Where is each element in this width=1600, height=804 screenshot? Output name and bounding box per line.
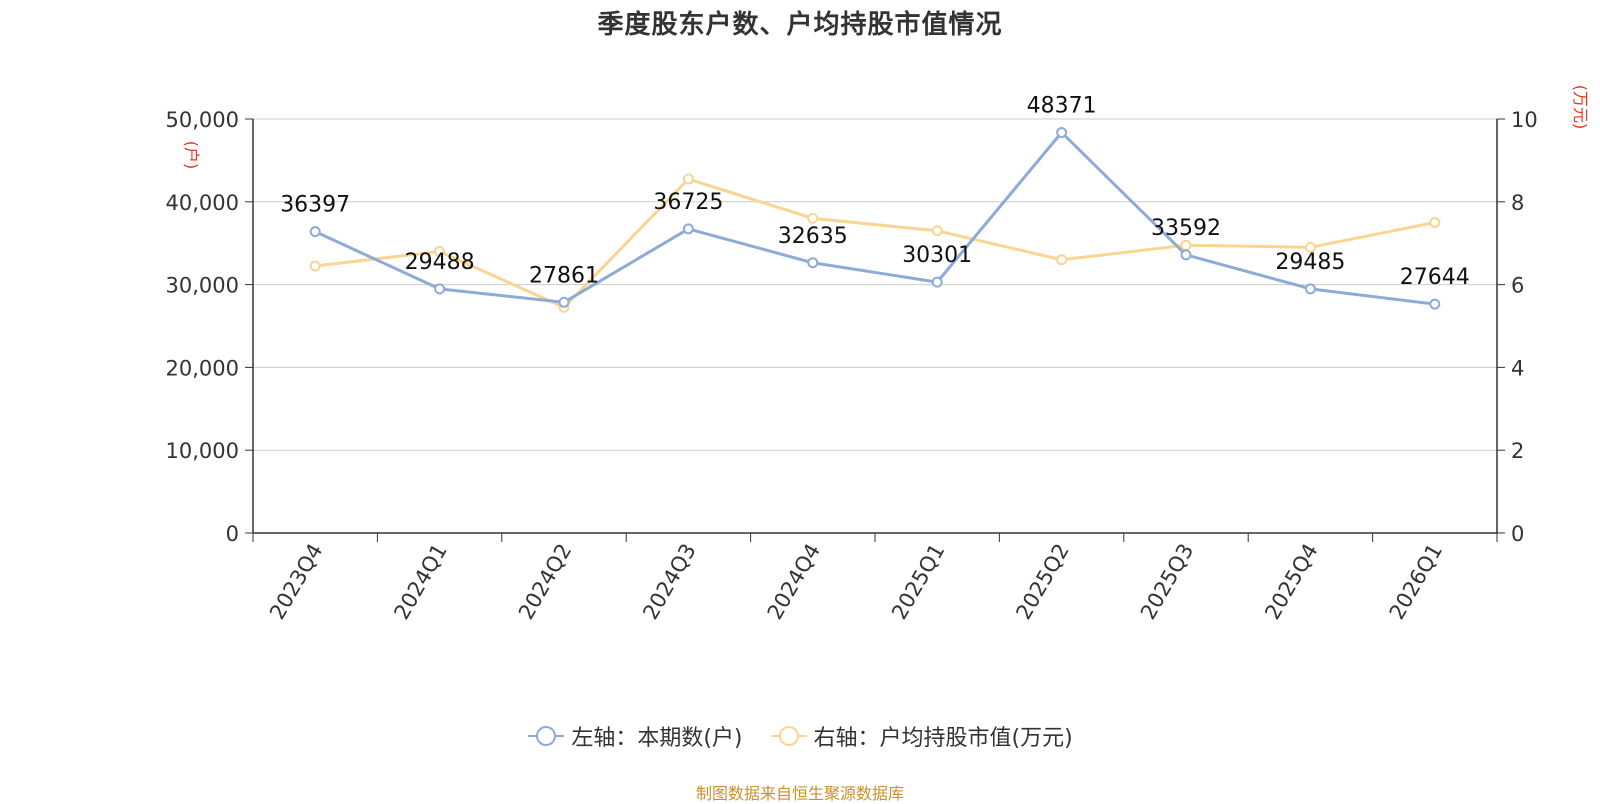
chart-title: 季度股东户数、户均持股市值情况 <box>597 10 1003 40</box>
left-axis-tick-label: 20,000 <box>166 356 239 380</box>
right-axis-tick-label: 6 <box>1511 274 1524 298</box>
data-point-left <box>309 226 321 238</box>
legend-left-series-icon <box>528 726 565 746</box>
x-axis-tick-label: 2025Q4 <box>1260 540 1322 624</box>
x-axis-tick-label: 2025Q2 <box>1011 540 1073 624</box>
data-point-right <box>682 173 694 185</box>
data-label: 30301 <box>902 243 972 268</box>
left-axis-tick-label: 50,000 <box>166 108 239 132</box>
left-axis-unit-label: (户) <box>182 141 201 170</box>
data-point-left <box>434 283 446 295</box>
series-layer <box>309 126 1441 313</box>
data-point-left <box>1429 298 1441 310</box>
series-line-left <box>314 130 1435 306</box>
data-point-right <box>807 212 819 224</box>
data-label: 32635 <box>778 224 848 249</box>
legend-left-series-label: 左轴：本期数(户) <box>571 726 743 751</box>
data-label: 29485 <box>1275 250 1345 275</box>
right-axis-tick-label: 2 <box>1511 439 1524 463</box>
legend-item-left-series[interactable]: 左轴：本期数(户) <box>527 720 743 752</box>
right-axis-tick-label: 0 <box>1511 522 1524 546</box>
data-label: 29488 <box>405 250 475 275</box>
x-axis-tick-label: 2024Q2 <box>514 540 576 624</box>
right-axis-unit-label: (万元) <box>1571 85 1590 130</box>
source-note: 制图数据来自恒生聚源数据库 <box>695 784 904 803</box>
x-axis-tick-label: 2024Q4 <box>763 540 825 624</box>
right-axis-tick-label: 4 <box>1511 356 1524 380</box>
data-label: 36397 <box>280 193 350 218</box>
data-point-right <box>1304 241 1316 253</box>
data-label: 48371 <box>1027 93 1097 118</box>
legend-item-right-series[interactable]: 右轴：户均持股市值(万元) <box>770 720 1073 752</box>
data-point-right <box>434 245 446 257</box>
data-point-right <box>309 260 321 272</box>
left-axis-tick-label: 40,000 <box>166 191 239 215</box>
data-point-left <box>682 223 694 235</box>
data-point-right <box>1056 254 1068 266</box>
x-axis-tick-label: 2024Q1 <box>389 540 451 624</box>
left-axis-tick-label: 30,000 <box>166 274 239 298</box>
legend-right-series-icon <box>770 726 807 746</box>
legend: 左轴：本期数(户) 右轴：户均持股市值(万元) <box>0 720 1600 752</box>
right-axis-tick-label: 10 <box>1511 108 1538 132</box>
right-axis-tick-label: 8 <box>1511 191 1524 215</box>
x-axis-tick-label: 2026Q1 <box>1385 540 1447 624</box>
data-label: 27861 <box>529 263 599 288</box>
data-point-left <box>807 257 819 269</box>
data-point-right <box>1180 239 1192 251</box>
axis-layer: 0 10,000 20,000 30,000 40,000 50,000 0 2 4 6 8 10 (户… <box>166 85 1590 624</box>
data-point-left <box>1056 126 1068 138</box>
data-point-right <box>1429 217 1441 228</box>
x-axis-tick-label: 2024Q3 <box>638 540 700 624</box>
x-axis-tick-label: 2025Q1 <box>887 540 949 624</box>
series-line-right <box>315 177 1436 309</box>
data-point-left <box>1180 249 1192 261</box>
data-point-left <box>1304 283 1316 295</box>
legend-right-series-label: 右轴：户均持股市值(万元) <box>813 726 1073 751</box>
data-point-right <box>931 225 943 237</box>
x-axis-tick-label: 2023Q4 <box>265 540 327 624</box>
left-axis-tick-label: 0 <box>226 522 239 546</box>
data-label: 36725 <box>653 190 723 215</box>
x-axis-tick-label: 2025Q3 <box>1136 540 1198 624</box>
data-label-layer: 36397 29488 27861 36725 32635 30301 48371 33592… <box>280 93 1470 290</box>
data-point-left <box>558 296 570 308</box>
data-label: 27644 <box>1400 265 1470 290</box>
data-point-left <box>931 276 943 288</box>
data-label: 33592 <box>1151 216 1221 241</box>
left-axis-tick-label: 10,000 <box>166 439 239 463</box>
